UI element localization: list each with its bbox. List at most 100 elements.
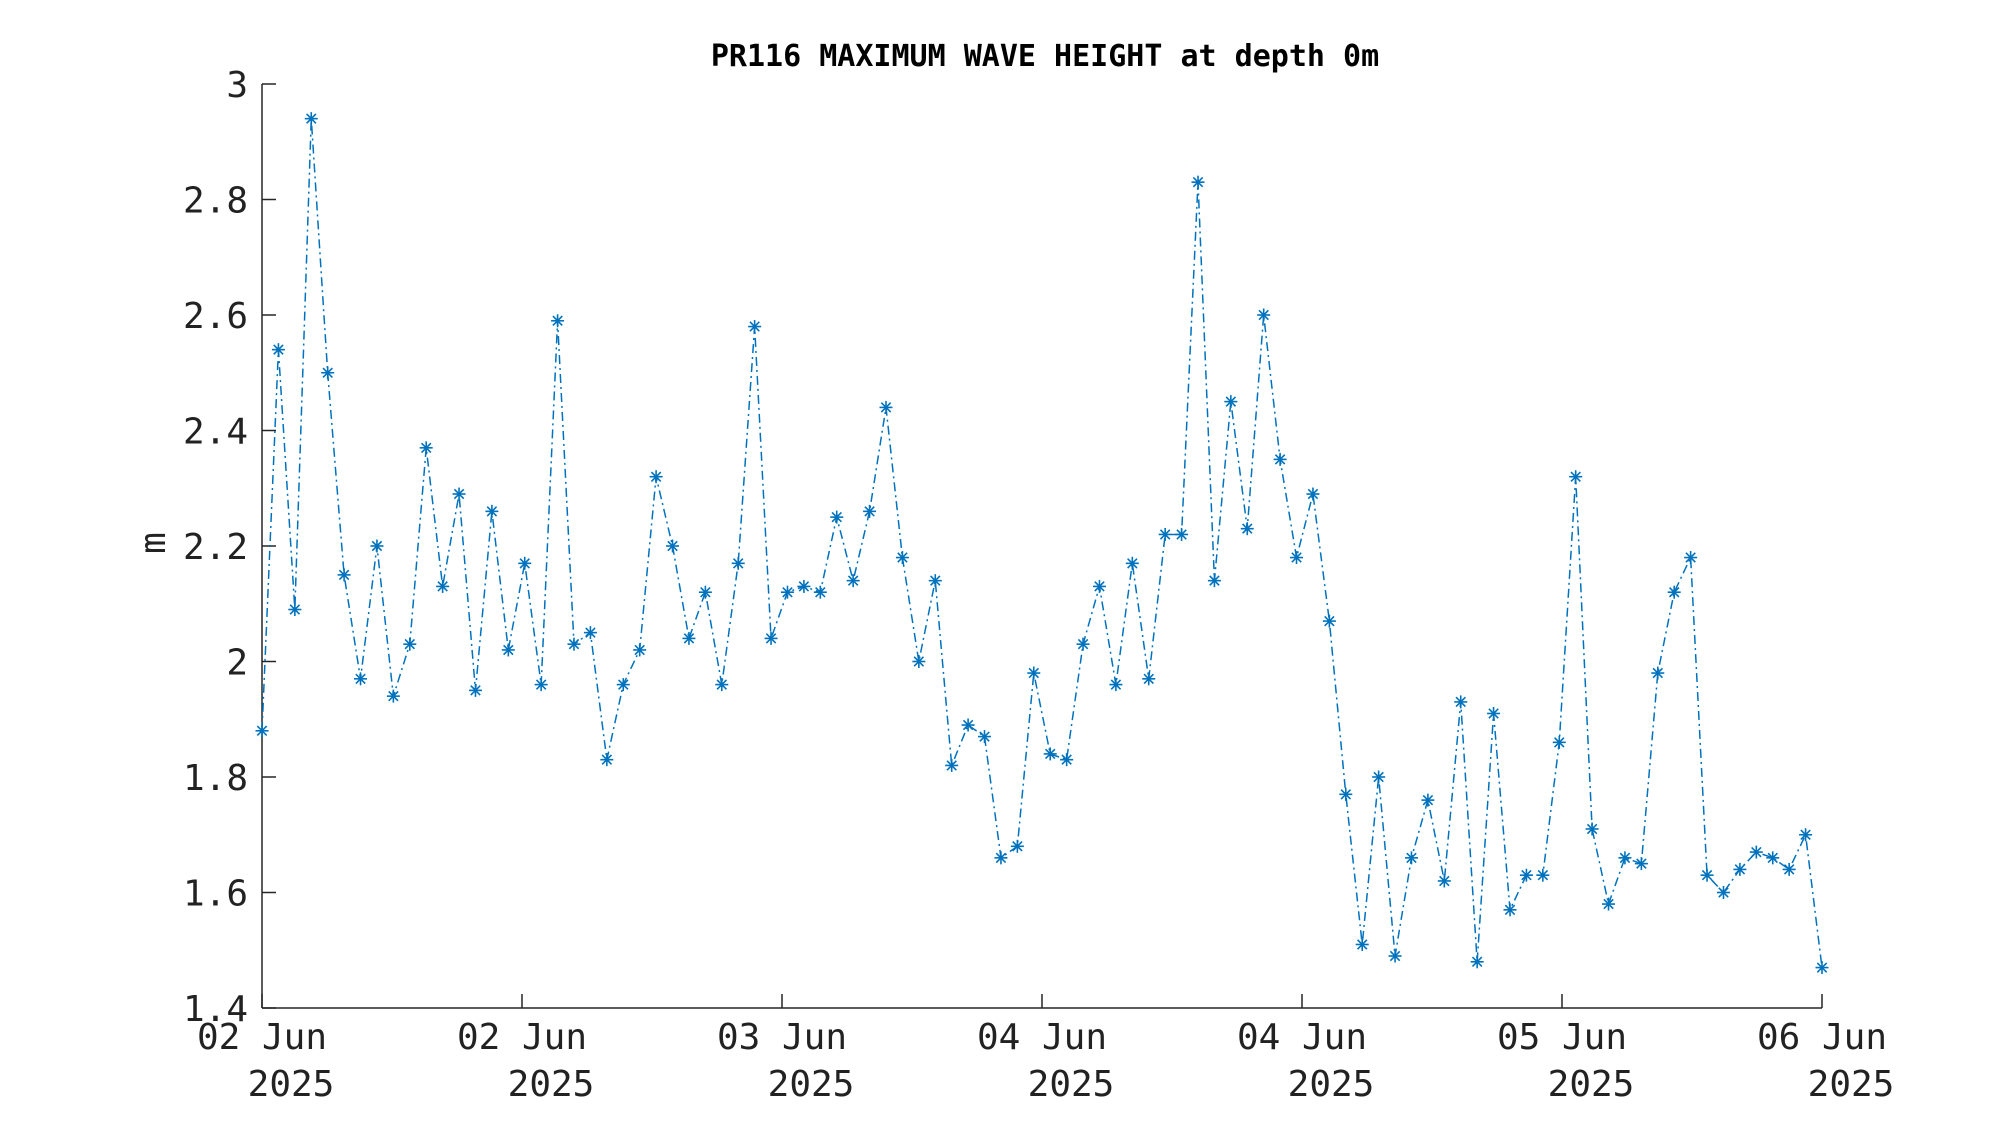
data-point <box>1224 395 1238 409</box>
data-point <box>1782 862 1796 876</box>
x-tick-label-year: 2025 <box>1028 1064 1115 1105</box>
data-point <box>1191 175 1205 189</box>
data-point <box>567 637 581 651</box>
data-point <box>1733 862 1747 876</box>
data-point <box>337 568 351 582</box>
data-point <box>255 724 269 738</box>
data-point <box>666 539 680 553</box>
data-point <box>846 574 860 588</box>
data-point <box>288 603 302 617</box>
data-point <box>797 579 811 593</box>
x-tick-label-year: 2025 <box>1548 1064 1635 1105</box>
y-axis: 1.4 1.6 1.8 2 2.2 2.4 2.6 2.8 3 <box>183 65 276 1030</box>
data-point <box>1437 874 1451 888</box>
x-tick-label-date: 04 Jun <box>977 1017 1107 1058</box>
data-point <box>1404 851 1418 865</box>
y-tick-label: 2 <box>226 643 248 684</box>
data-point <box>682 631 696 645</box>
data-point <box>354 672 368 686</box>
data-point <box>945 758 959 772</box>
data-point <box>452 487 466 501</box>
data-point <box>961 718 975 732</box>
x-tick-label-date: 04 Jun <box>1237 1017 1367 1058</box>
data-point <box>1815 961 1829 975</box>
data-point <box>271 343 285 357</box>
data-point <box>1355 937 1369 951</box>
data-point <box>879 400 893 414</box>
data-point <box>1240 522 1254 536</box>
data-point <box>485 504 499 518</box>
data-point <box>600 753 614 767</box>
data-point <box>370 539 384 553</box>
data-point <box>1421 793 1435 807</box>
y-tick-label: 2.4 <box>183 412 248 453</box>
y-tick-label: 1.8 <box>183 758 248 799</box>
x-tick-label-year: 2025 <box>508 1064 595 1105</box>
data-point <box>1060 753 1074 767</box>
data-point <box>994 851 1008 865</box>
data-point <box>1487 706 1501 720</box>
data-point <box>1716 886 1730 899</box>
data-point <box>978 730 992 744</box>
series-line <box>261 118 1823 968</box>
x-tick-label-date: 03 Jun <box>717 1017 847 1058</box>
data-point <box>386 689 400 703</box>
data-point <box>1454 695 1468 709</box>
data-point <box>1651 666 1665 680</box>
data-point <box>583 626 597 640</box>
data-point <box>1322 614 1336 628</box>
data-point <box>321 366 335 380</box>
chart-title: PR116 MAXIMUM WAVE HEIGHT at depth 0m <box>711 39 1379 74</box>
data-point <box>551 314 565 328</box>
data-point <box>830 510 844 524</box>
data-point <box>633 643 647 657</box>
data-point <box>1519 868 1533 882</box>
x-tick-label-date: 02 Jun <box>197 1017 327 1058</box>
data-point <box>912 655 926 668</box>
data-point <box>1043 747 1057 761</box>
data-point <box>1339 787 1353 801</box>
data-point <box>616 678 630 692</box>
data-point <box>1585 822 1599 836</box>
data-point <box>1027 666 1041 680</box>
data-point <box>1766 851 1780 865</box>
data-point <box>1536 868 1550 882</box>
data-point <box>1290 551 1304 565</box>
data-point <box>1306 487 1320 501</box>
y-tick-label: 1.6 <box>183 874 248 915</box>
x-tick-label-year: 2025 <box>1808 1064 1895 1105</box>
data-point <box>1372 770 1386 784</box>
data-point <box>715 678 729 692</box>
data-point <box>813 585 827 599</box>
data-point <box>1109 678 1123 692</box>
data-point <box>1257 308 1271 322</box>
data-point <box>1175 527 1189 541</box>
data-point <box>649 470 663 484</box>
data-point <box>1799 828 1813 842</box>
data-point <box>468 683 482 697</box>
y-axis-label: m <box>133 532 174 554</box>
x-axis: 02 Jun 2025 02 Jun 2025 03 Jun 2025 04 Jun 2025… <box>197 994 1894 1105</box>
data-point <box>1470 955 1484 969</box>
data-point <box>1076 637 1090 651</box>
x-tick-label-date: 06 Jun <box>1757 1017 1887 1058</box>
x-tick-label-year: 2025 <box>768 1064 855 1105</box>
data-point <box>764 631 778 645</box>
data-point <box>304 112 318 126</box>
data-point <box>1667 585 1681 599</box>
data-point <box>1388 949 1402 963</box>
data-point <box>863 504 877 518</box>
y-tick-label: 1.4 <box>183 989 248 1030</box>
data-point <box>1158 527 1172 541</box>
x-tick-label-date: 05 Jun <box>1497 1017 1627 1058</box>
y-tick-label: 3 <box>226 65 248 106</box>
data-point <box>928 574 942 588</box>
data-point <box>1602 897 1616 911</box>
data-point <box>534 678 548 692</box>
data-point <box>1700 868 1714 882</box>
data-point <box>1125 556 1139 570</box>
data-point <box>518 556 532 570</box>
x-tick-label-year: 2025 <box>248 1064 335 1105</box>
data-point <box>780 585 794 599</box>
